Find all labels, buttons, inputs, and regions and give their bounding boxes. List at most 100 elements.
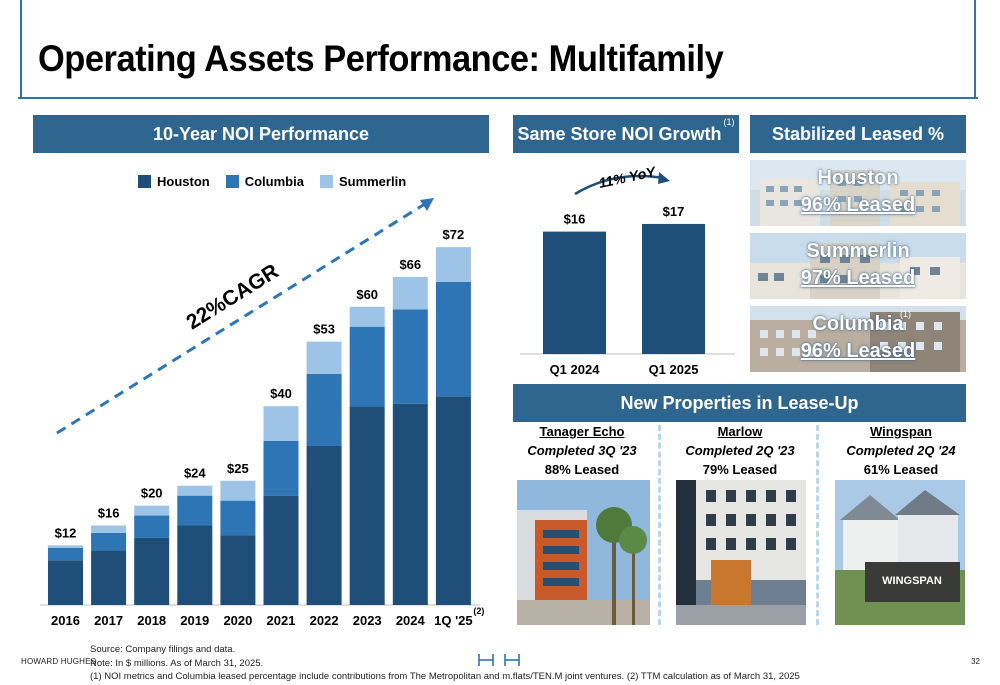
bar-segment-columbia [220,500,256,536]
bar-segment-houston [134,537,170,605]
bar-total-label: $20 [141,486,163,501]
page-number: 32 [971,657,980,666]
noi-section-title: 10-Year NOI Performance [152,123,370,144]
property-name: Marlow [717,424,763,439]
legend-item-columbia: Columbia [225,174,304,189]
tanager-echo-photo [517,480,650,625]
bar-segment-summerlin [91,525,127,533]
bar-segment-columbia [91,532,127,551]
noi-section-header: 10-Year NOI Performance [33,115,489,153]
property-marlow: Marlow Completed 2Q '23 79% Leased [665,422,815,479]
bar-total-label: $72 [443,227,465,242]
property-tanager-echo: Tanager Echo Completed 3Q '23 88% Leased [507,422,657,479]
footnote-details: (1) NOI metrics and Columbia leased perc… [90,671,800,682]
bar-segment-columbia [306,373,342,446]
legend-item-summerlin: Summerlin [319,174,407,189]
legend-item-houston: Houston [138,174,210,189]
bar-segment-houston [392,403,428,605]
bar-segment-summerlin [392,276,428,310]
ss-bar [642,223,705,354]
bar-segment-summerlin [177,485,213,496]
yoy-arrow-curve [574,174,664,196]
ss-x-tick-label: Q1 2025 [649,362,699,377]
property-completed: Completed 2Q '23 [685,443,795,458]
legend-label-columbia: Columbia [244,174,304,189]
wingspan-photo: WINGSPAN [835,480,965,625]
bar-segment-houston [220,535,256,605]
houston-photo [750,160,966,226]
bar-segment-houston [91,550,127,605]
bar-segment-columbia [263,440,299,496]
x-tick-label: 2020 [223,613,252,628]
stabilized-note-columbia: (1) [900,309,911,319]
x-tick-label: 2019 [180,613,209,628]
summerlin-photo [750,233,966,299]
property-wingspan: Wingspan Completed 2Q '24 61% Leased [826,422,976,479]
bar-segment-houston [349,406,385,605]
stabilized-section-header: Stabilized Leased % [750,115,966,153]
property-completed: Completed 3Q '23 [527,443,637,458]
x-tick-label: 2023 [353,613,382,628]
bar-segment-summerlin [48,545,83,548]
bar-segment-houston [177,525,213,605]
stabilized-leased-houston: 96% Leased [800,194,916,216]
legend-label-summerlin: Summerlin [338,174,407,189]
bar-segment-houston [306,445,342,605]
bar-segment-columbia [392,309,428,404]
bar-total-label: $12 [55,525,77,540]
bar-segment-houston [435,396,471,605]
yoy-annotation: 11% YoY [597,163,658,191]
stabilized-market-houston: Houston [817,167,899,189]
bar-segment-summerlin [306,341,342,374]
legend-label-houston: Houston [157,174,210,189]
ss-value-label: $16 [564,212,586,227]
new-properties-section-title: New Properties in Lease-Up [620,392,859,413]
legend-swatch-houston [138,175,151,188]
bar-segment-houston [263,495,299,605]
stabilized-tile-houston: Houston 96% Leased [750,160,966,226]
bar-total-label: $16 [98,505,120,520]
noi-legend: Houston Columbia Summerlin [138,174,406,189]
stabilized-leased-columbia: 96% Leased [800,340,916,362]
bar-total-label: $40 [270,386,292,401]
x-tick-label: 2022 [310,613,339,628]
stabilized-tile-columbia: Columbia (1) 96% Leased [750,306,966,372]
svg-text:WINGSPAN: WINGSPAN [882,575,942,587]
header-accent-left [20,0,22,98]
footnote-note: Note: In $ millions. As of March 31, 202… [90,657,264,669]
legend-swatch-summerlin [319,175,333,188]
bar-total-label: $60 [356,287,378,302]
noi-stacked-bar-chart: $12 2016 $16 2017 $20 2018 $24 2019 $25 2020 $40 20… [40,198,484,628]
property-completed: Completed 2Q '24 [846,443,956,458]
title-divider [18,97,978,99]
bar-segment-houston [48,560,83,605]
page-title: Operating Assets Performance: Multifamil… [38,38,724,79]
marlow-photo [676,480,806,625]
bar-segment-summerlin [349,306,385,327]
same-store-section-header: Same Store NOI Growth (1) [513,115,739,153]
legend-swatch-columbia [225,175,239,188]
property-divider [816,425,819,625]
bar-total-label: $66 [399,257,421,272]
bar-segment-columbia [435,281,471,397]
property-leased: 61% Leased [863,462,939,477]
stabilized-leased-summerlin: 97% Leased [800,267,916,289]
same-store-section-title: Same Store NOI Growth [517,123,722,144]
category-footnote: (2) [473,606,484,616]
bar-total-label: $25 [227,461,249,476]
x-tick-label: 1Q '25 [434,613,473,628]
stabilized-market-summerlin: Summerlin [806,240,910,262]
bar-segment-columbia [134,515,170,538]
columbia-photo [750,306,966,372]
company-logo-icon [478,654,520,666]
header-accent-right [974,0,976,98]
footnote-source: Source: Company filings and data. [90,644,236,655]
footnotes: Source: Company filings and data. Note: … [90,643,800,684]
bar-segment-columbia [177,495,213,526]
property-divider [658,425,661,625]
x-tick-label: 2024 [396,613,426,628]
property-leased: 79% Leased [702,462,778,477]
bar-segment-summerlin [134,505,170,516]
x-tick-label: 2017 [94,613,123,628]
bar-segment-columbia [349,326,385,407]
